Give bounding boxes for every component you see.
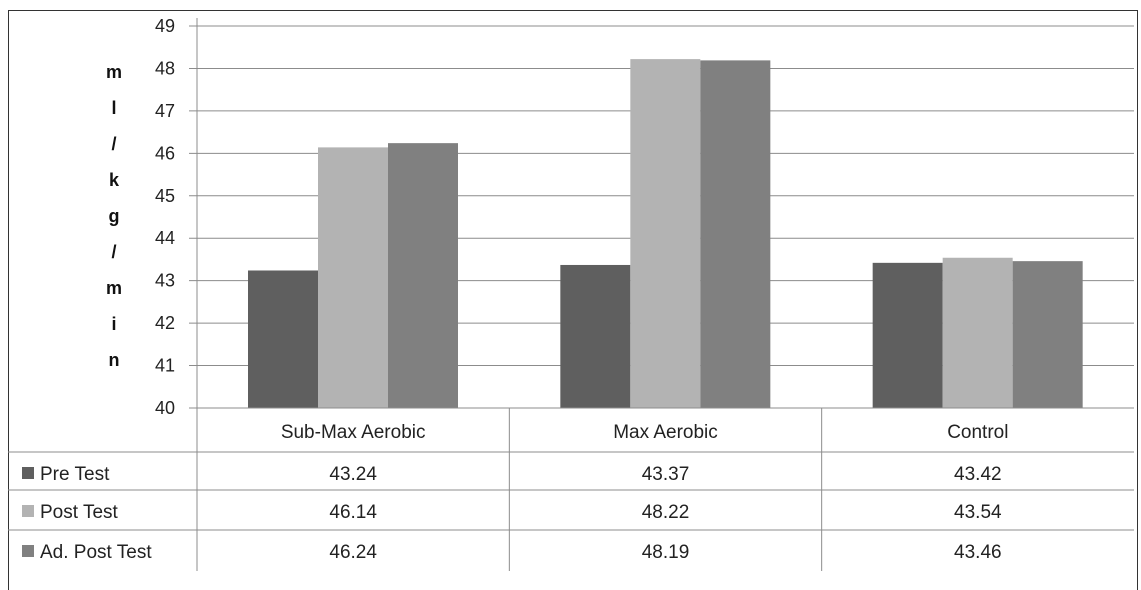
y-tick-label: 40 [155,398,175,418]
bar-post-test [630,59,701,409]
bar-pre-test [560,264,631,408]
y-tick-label: 49 [155,16,175,36]
y-tick-label: 43 [155,271,175,291]
bar-pre-test [248,270,318,408]
y-axis-label-char: / [111,242,116,262]
legend-swatch [22,545,34,557]
y-tick-label: 41 [155,356,175,376]
chart-frame [8,10,1138,590]
y-axis-label-char: g [109,206,120,226]
data-label: 43.46 [954,542,1002,563]
x-category-label: Sub-Max Aerobic [281,422,426,443]
y-tick-label: 44 [155,228,175,248]
x-category-label: Max Aerobic [613,422,718,443]
legend-label: Post Test [40,502,119,523]
y-axis-label-char: n [109,350,120,370]
legend-label: Pre Test [40,464,110,485]
y-tick-label: 42 [155,313,175,333]
y-tick-label: 46 [155,143,175,163]
y-axis-label-char: l [111,98,116,118]
y-axis-label-char: m [106,278,122,298]
legend-swatch [22,467,34,479]
x-category-label: Control [947,422,1008,443]
data-label: 43.24 [329,464,377,485]
bar-ad-post-test [388,143,458,408]
bar-post-test [318,147,388,408]
data-label: 48.19 [642,542,690,563]
y-tick-label: 47 [155,101,175,121]
bar-pre-test [872,262,943,408]
legend-swatch [22,505,34,517]
data-label: 43.42 [954,464,1002,485]
data-label: 46.24 [329,542,377,563]
y-axis-label-char: i [111,314,116,334]
data-label: 48.22 [642,502,690,523]
y-tick-label: 45 [155,186,175,206]
y-tick-label: 48 [155,58,175,78]
bar-ad-post-test [1012,261,1083,408]
data-label: 43.37 [642,464,690,485]
bar-ad-post-test [700,60,771,408]
y-axis-label-char: / [111,134,116,154]
legend-label: Ad. Post Test [40,542,152,563]
y-axis-label-char: k [109,170,120,190]
data-label: 43.54 [954,502,1002,523]
data-label: 46.14 [329,502,377,523]
bar-post-test [942,257,1013,408]
y-axis-label-char: m [106,62,122,82]
